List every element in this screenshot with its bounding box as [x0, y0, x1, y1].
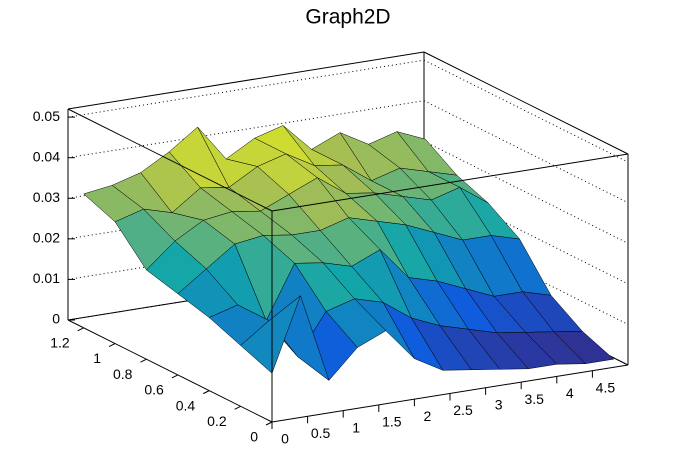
z-tick-label: 0.01 [33, 270, 60, 286]
y-tick [77, 327, 84, 332]
surface-cell [240, 294, 302, 374]
y-tick-label: 0.8 [113, 366, 133, 382]
z-tick-label: 0 [52, 311, 60, 327]
y-tick-label: 1.2 [50, 335, 70, 351]
chart-title: Graph2D [305, 6, 390, 29]
box-edge [423, 51, 629, 155]
z-tick-label: 0.02 [33, 230, 60, 246]
grid-line [67, 59, 425, 118]
x-tick-label: 0 [281, 431, 289, 447]
z-tick-label: 0.03 [33, 189, 60, 205]
x-tick-label: 4 [566, 385, 574, 401]
x-tick-label: 2 [424, 408, 432, 424]
box-edge [67, 51, 425, 110]
y-tick-label: 1 [93, 350, 101, 366]
x-tick-label: 4.5 [596, 379, 616, 395]
y-tick [203, 390, 210, 395]
box-edge [271, 153, 629, 212]
x-tick-label: 1 [352, 419, 360, 435]
y-tick-label: 0.4 [176, 397, 196, 413]
y-tick [234, 405, 241, 410]
box-edge [67, 108, 273, 212]
y-tick-label: 0 [250, 429, 258, 445]
y-tick [171, 374, 179, 379]
z-tick-label: 0.05 [33, 108, 60, 124]
y-axis [67, 319, 273, 423]
y-tick-label: 0.2 [207, 413, 227, 429]
x-tick-label: 1.5 [382, 414, 402, 430]
x-tick-label: 2.5 [453, 402, 473, 418]
x-tick-label: 3.5 [524, 391, 544, 407]
grid-line [67, 100, 425, 159]
y-tick-label: 0.6 [144, 382, 164, 398]
y-tick [265, 421, 273, 426]
x-tick-label: 3 [495, 397, 503, 413]
y-tick [108, 343, 116, 347]
z-tick-label: 0.04 [33, 148, 60, 164]
y-tick [140, 358, 147, 363]
x-tick-label: 0.5 [311, 425, 331, 441]
